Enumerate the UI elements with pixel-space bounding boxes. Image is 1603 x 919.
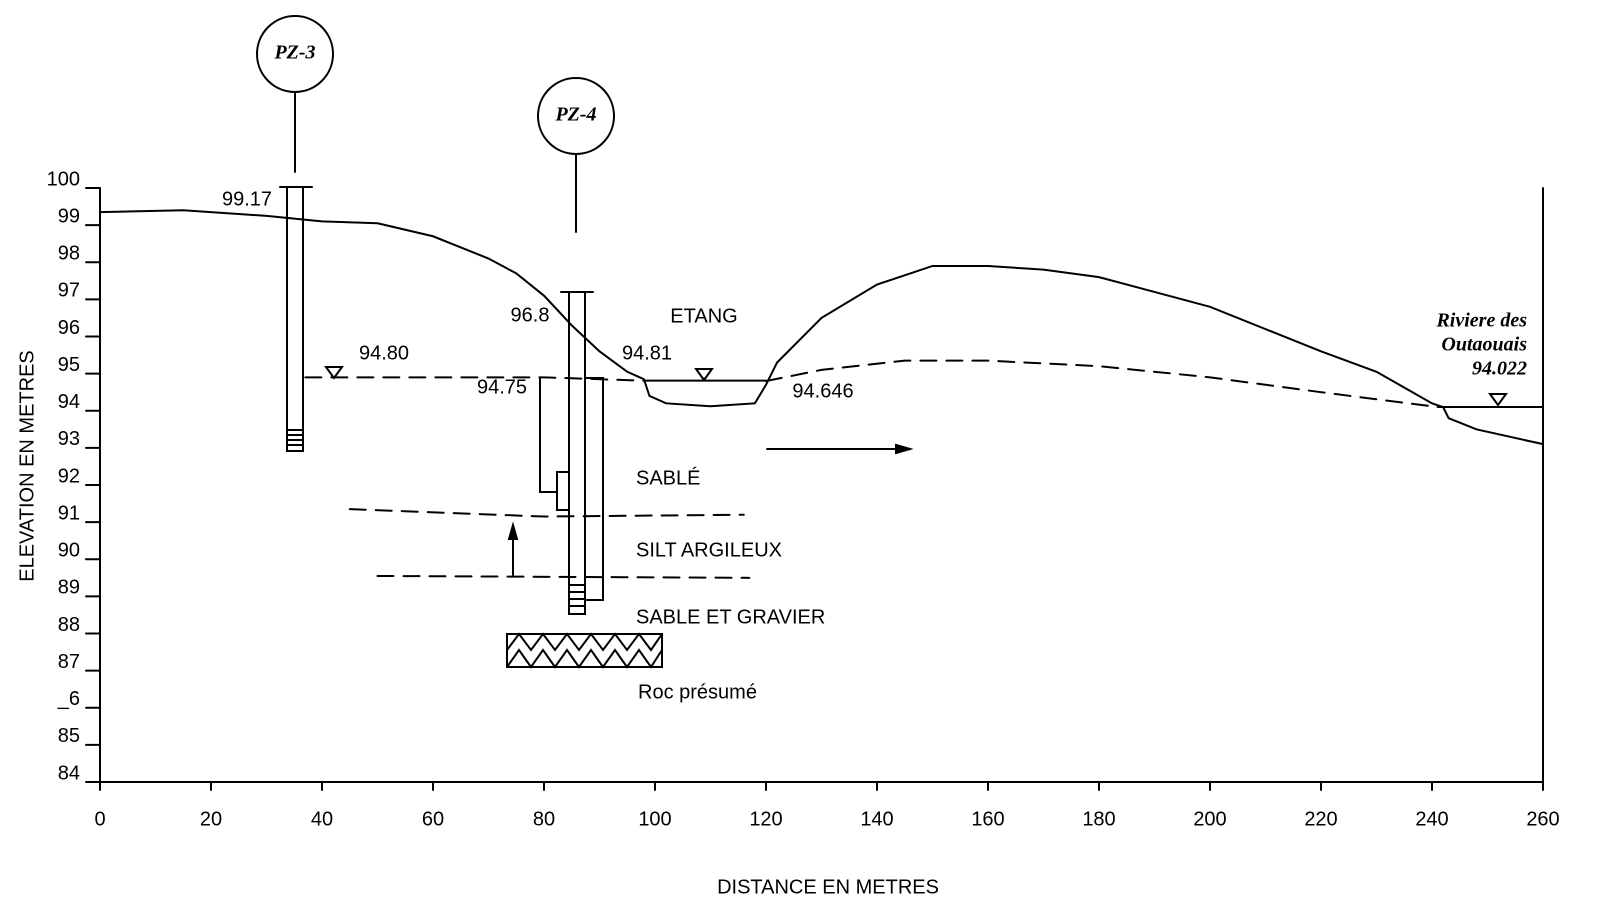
y-tick-label: 96 [58,317,80,339]
elevation-label: 96.8 [511,304,550,326]
river-label: Riviere des [1435,310,1527,332]
profile-line [100,210,1543,444]
x-tick-label: 180 [1082,808,1115,830]
piezometer-pz4 [538,78,614,614]
y-axis-label: ELEVATION EN METRES [16,350,38,582]
y-tick-label: 91 [58,502,80,524]
x-tick-label: 120 [749,808,782,830]
y-tick-label: 98 [58,243,80,265]
elevation-label: 99.17 [222,188,272,210]
x-tick-label: 20 [200,808,222,830]
x-tick-label: 260 [1526,808,1559,830]
y-tick-label: 92 [58,465,80,487]
y-tick-label: 85 [58,725,80,747]
x-tick-label: 240 [1415,808,1448,830]
y-tick-label: 93 [58,428,80,450]
layer-label: Roc présumé [638,681,757,703]
x-tick-label: 40 [311,808,333,830]
y-tick-label: 97 [58,280,80,302]
x-tick-label: 80 [533,808,555,830]
x-tick-label: 60 [422,808,444,830]
x-tick-label: 200 [1193,808,1226,830]
river-label: 94.022 [1472,358,1527,380]
pz-label: PZ-4 [554,104,596,126]
y-tick-label: 87 [58,651,80,673]
x-tick-label: 100 [638,808,671,830]
rock-hatch [507,634,662,667]
elevation-label: 94.80 [359,342,409,364]
elevation-label: 94.646 [792,380,853,402]
y-tick-label: 94 [58,391,80,413]
y-tick-label: 90 [58,540,80,562]
y-tick-label: 95 [58,354,80,376]
piezometer-pz3 [257,16,333,451]
cross-section: DISTANCE EN METRES ELEVATION EN METRES P… [0,0,1603,919]
profile-line [378,576,750,578]
y-tick-label: 88 [58,614,80,636]
pz-label: PZ-3 [273,42,315,64]
x-tick-label: 160 [971,808,1004,830]
y-tick-label: 100 [47,168,80,190]
y-tick-label: _6 [57,688,80,710]
x-tick-label: 0 [94,808,105,830]
elevation-label: 94.81 [622,342,672,364]
profile-line [305,361,1437,407]
river-label: Outaouais [1441,334,1527,356]
x-axis-label: DISTANCE EN METRES [717,876,939,898]
x-tick-label: 140 [860,808,893,830]
layer-label: SABLÉ [636,466,700,489]
layer-label: SILT ARGILEUX [636,539,782,561]
feature-label: ETANG [670,305,737,327]
x-tick-label: 220 [1304,808,1337,830]
y-tick-label: 89 [58,577,80,599]
y-tick-label: 99 [58,205,80,227]
y-tick-label: 84 [58,762,80,784]
elevation-label: 94.75 [477,376,527,398]
profile-line [350,509,744,516]
layer-label: SABLE ET GRAVIER [636,606,825,628]
